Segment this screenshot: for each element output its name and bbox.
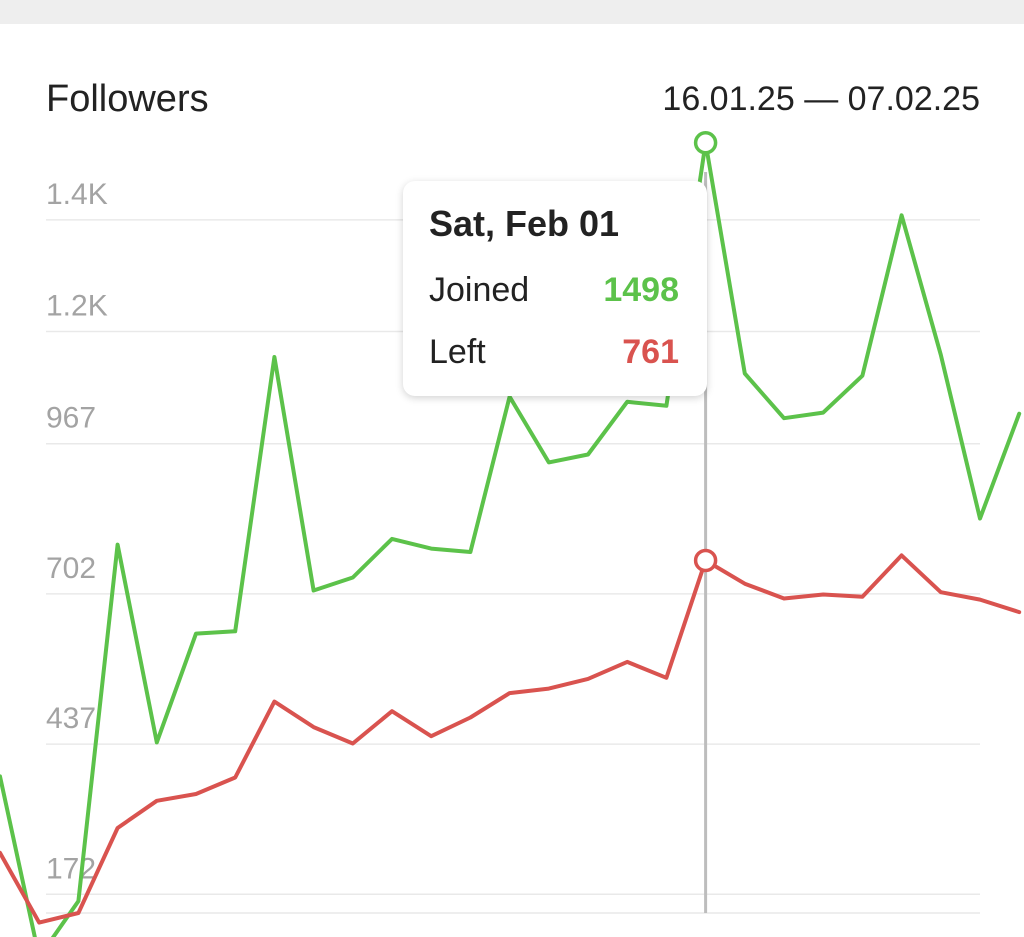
date-range[interactable]: 16.01.25 — 07.02.25 [662,80,980,118]
top-bar [0,0,1024,24]
y-tick-label: 967 [46,402,96,435]
tooltip-left-value: 761 [622,333,679,371]
joined-series-line [0,140,1022,937]
tooltip-date: Sat, Feb 01 [429,203,620,244]
chart-title: Followers [46,78,209,120]
y-tick-label: 702 [46,552,96,585]
tooltip-left-label: Left [429,333,486,371]
joined-highlight-marker [693,131,718,155]
y-tick-label: 1.4K [46,178,108,211]
y-tick-label: 1.2K [46,290,108,323]
y-tick-label: 172 [46,852,96,885]
tooltip-joined-label: Joined [429,271,530,309]
left-highlight-marker [693,548,718,573]
tooltip-joined-value: 1498 [603,271,679,309]
y-tick-label: 437 [46,702,96,735]
left-series-line [0,553,1022,925]
tooltip: Sat, Feb 01 Joined 1498 Left 761 [403,181,707,396]
